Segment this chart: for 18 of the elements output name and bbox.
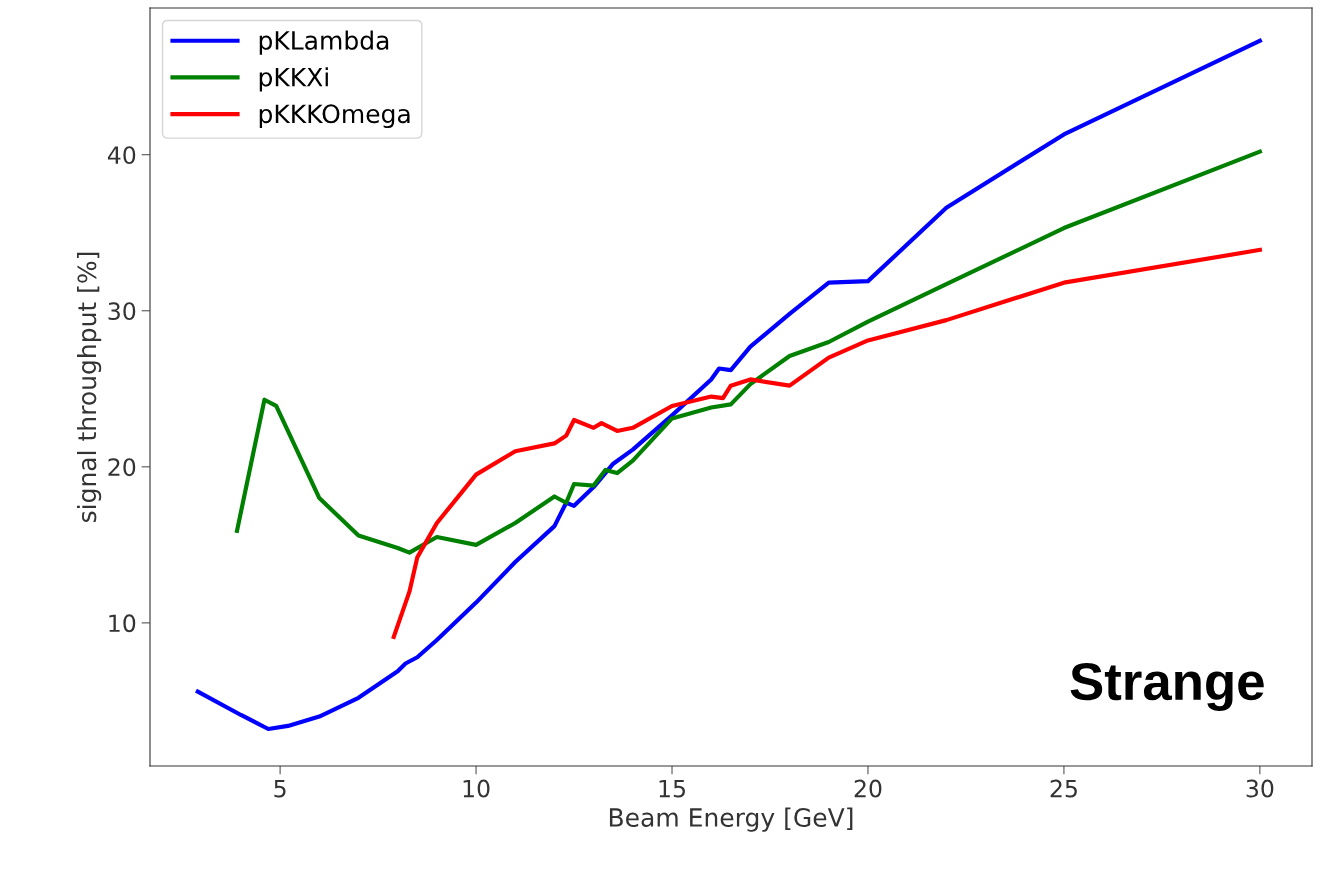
annotation: Strange: [1070, 662, 1264, 712]
x-tick-label: 15: [659, 779, 685, 798]
y-tick-label: 40: [107, 146, 136, 165]
y-tick-label: 20: [108, 458, 136, 477]
x-tick-label: 20: [854, 779, 882, 798]
y-axis-title: signal throughput [%]: [77, 252, 102, 523]
y-tick-label: 30: [108, 302, 136, 321]
x-axis-title: Beam Energy [GeV]: [609, 807, 853, 832]
y-tick-label: 10: [109, 614, 136, 633]
legend-label: pKLambda: [259, 30, 389, 55]
legend-label: pKKXi: [259, 67, 328, 92]
x-tick-label: 30: [1246, 779, 1274, 798]
line-series: [391, 247, 1262, 640]
legend-label: pKKKOmega: [259, 104, 410, 129]
line-series: [234, 149, 1262, 555]
x-tick-label: 10: [463, 779, 490, 798]
x-tick-label: 5: [274, 779, 286, 798]
x-tick-label: 25: [1050, 779, 1077, 798]
